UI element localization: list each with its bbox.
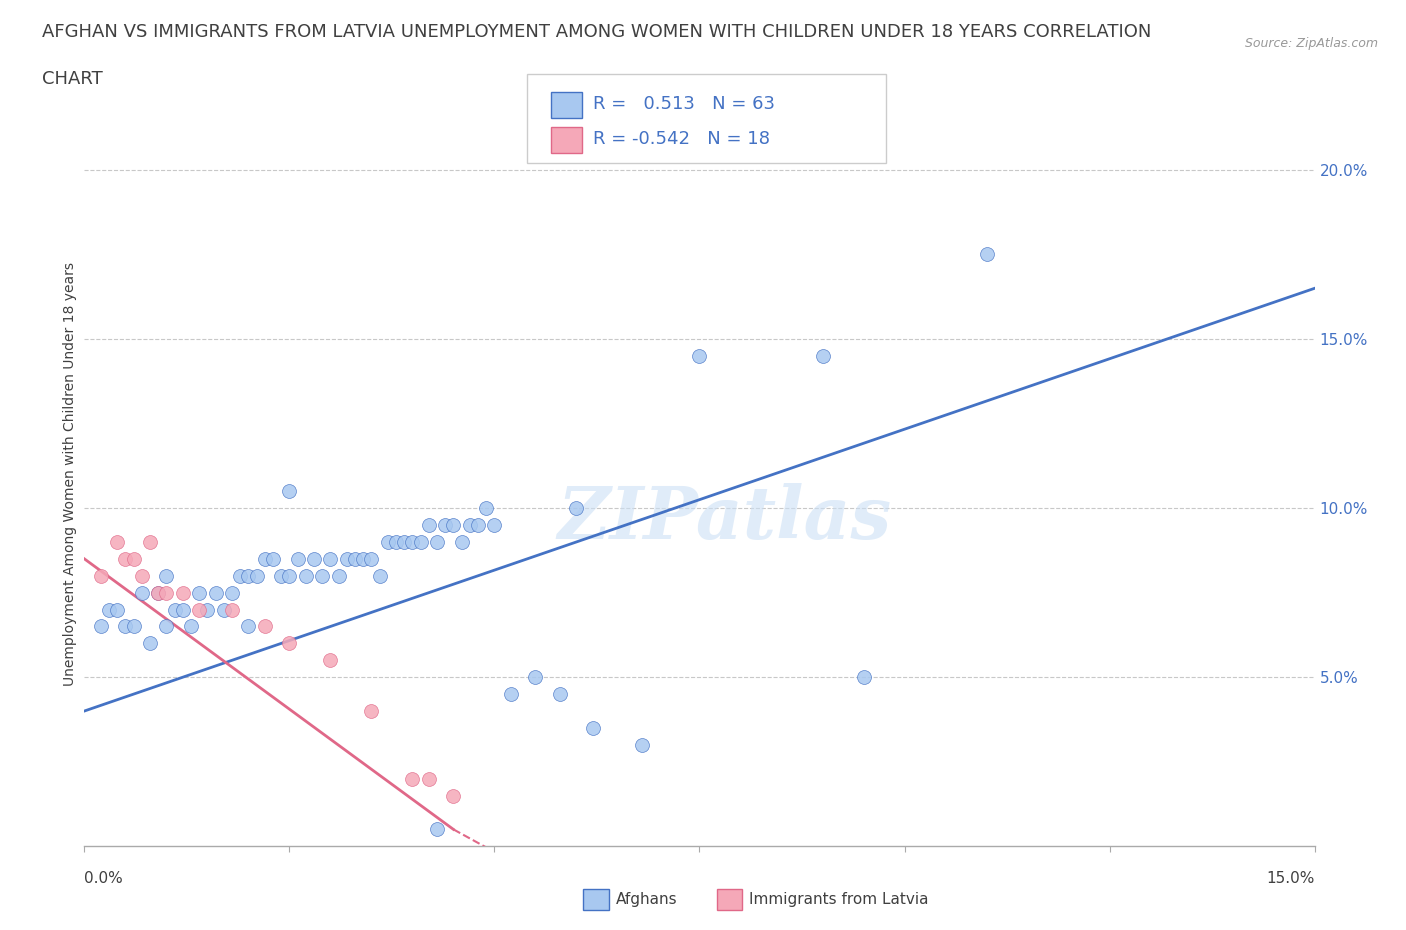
Text: CHART: CHART (42, 70, 103, 87)
Text: R = -0.542   N = 18: R = -0.542 N = 18 (593, 130, 770, 148)
Point (409, 535, 432, 550)
Text: ZIPatlas: ZIPatlas (557, 484, 891, 554)
Point (418, 518, 440, 533)
Point (360, 704, 382, 719)
Point (852, 670, 875, 684)
Point (295, 568, 318, 583)
Point (401, 535, 423, 550)
Point (475, 500, 498, 515)
Point (565, 500, 588, 515)
Point (204, 585, 226, 600)
Point (319, 551, 342, 566)
Point (278, 568, 301, 583)
Point (188, 602, 211, 617)
Text: AFGHAN VS IMMIGRANTS FROM LATVIA UNEMPLOYMENT AMONG WOMEN WITH CHILDREN UNDER 18: AFGHAN VS IMMIGRANTS FROM LATVIA UNEMPLO… (42, 23, 1152, 41)
Point (212, 602, 235, 617)
Point (197, 602, 219, 617)
Point (155, 585, 177, 600)
Text: R =   0.513   N = 63: R = 0.513 N = 63 (593, 96, 775, 113)
Point (811, 349, 834, 364)
Text: 0.0%: 0.0% (84, 871, 124, 886)
Point (499, 686, 522, 701)
Text: Source: ZipAtlas.com: Source: ZipAtlas.com (1244, 37, 1378, 50)
Point (114, 551, 136, 566)
Point (582, 721, 605, 736)
Point (139, 636, 162, 651)
Point (426, 535, 449, 550)
Point (188, 585, 211, 600)
Point (253, 551, 276, 566)
Point (278, 636, 301, 651)
Point (418, 771, 440, 786)
Point (336, 551, 359, 566)
Point (394, 535, 416, 550)
Point (450, 535, 472, 550)
Point (221, 602, 243, 617)
Point (155, 568, 177, 583)
Point (360, 551, 382, 566)
Point (311, 568, 333, 583)
Point (148, 585, 170, 600)
Point (238, 568, 260, 583)
Text: Afghans: Afghans (616, 892, 678, 907)
Point (328, 568, 350, 583)
Point (401, 771, 423, 786)
Point (98, 602, 120, 617)
Point (344, 551, 367, 566)
Point (524, 670, 547, 684)
Point (253, 619, 276, 634)
Point (631, 737, 654, 752)
Point (246, 568, 269, 583)
Point (302, 551, 325, 566)
Point (278, 484, 301, 498)
Point (443, 788, 465, 803)
Point (976, 247, 998, 262)
Point (262, 551, 284, 566)
Point (122, 551, 145, 566)
Point (180, 619, 202, 634)
Text: Immigrants from Latvia: Immigrants from Latvia (749, 892, 929, 907)
Text: 15.0%: 15.0% (1267, 871, 1315, 886)
Point (548, 686, 571, 701)
Point (114, 619, 136, 634)
Y-axis label: Unemployment Among Women with Children Under 18 years: Unemployment Among Women with Children U… (63, 262, 77, 686)
Point (443, 518, 465, 533)
Point (131, 585, 153, 600)
Point (105, 602, 128, 617)
Point (426, 822, 449, 837)
Point (122, 619, 145, 634)
Point (163, 602, 186, 617)
Point (221, 585, 243, 600)
Point (434, 518, 457, 533)
Point (352, 551, 374, 566)
Point (90, 619, 112, 634)
Point (689, 349, 711, 364)
Point (148, 585, 170, 600)
Point (467, 518, 489, 533)
Point (172, 602, 194, 617)
Point (484, 518, 506, 533)
Point (319, 653, 342, 668)
Point (172, 585, 194, 600)
Point (368, 568, 391, 583)
Point (90, 568, 112, 583)
Point (270, 568, 292, 583)
Point (458, 518, 481, 533)
Point (287, 551, 309, 566)
Point (377, 535, 399, 550)
Point (238, 619, 260, 634)
Point (131, 568, 153, 583)
Point (139, 535, 162, 550)
Point (229, 568, 252, 583)
Point (105, 535, 128, 550)
Point (385, 535, 408, 550)
Point (155, 619, 177, 634)
